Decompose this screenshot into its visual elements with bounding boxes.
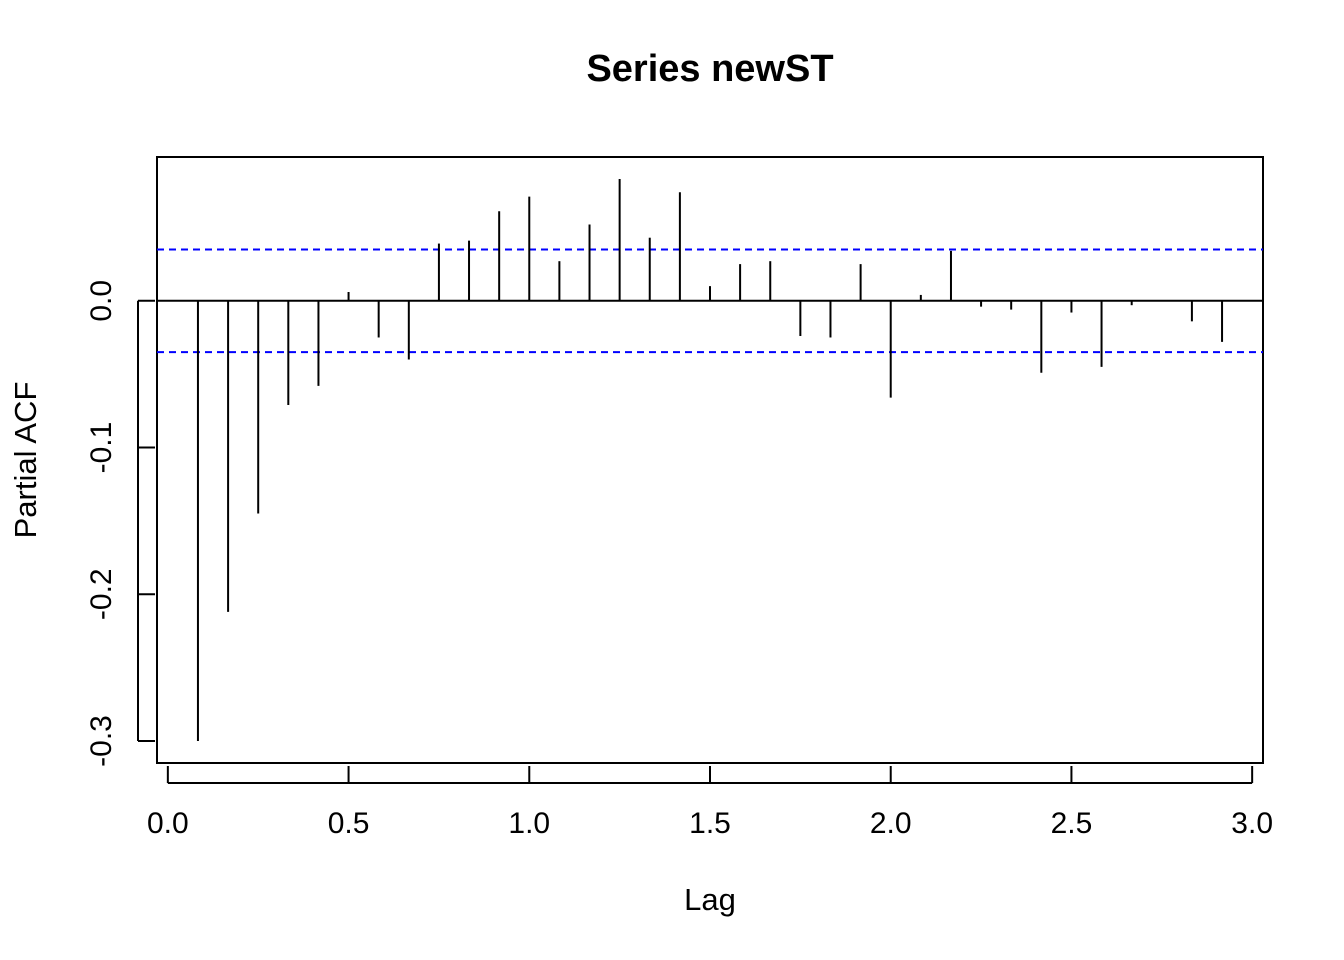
x-tick-label: 3.0 [1231,807,1273,840]
y-axis-title: Partial ACF [8,382,43,539]
confidence-bounds [157,248,1263,354]
x-tick-label: 0.5 [328,807,370,840]
x-axis-title: Lag [684,882,736,917]
x-tick-label: 2.5 [1051,807,1093,840]
y-tick-label: -0.3 [85,715,118,767]
y-tick-label: -0.1 [85,422,118,474]
y-tick-label: -0.2 [85,568,118,620]
pacf-spikes [196,179,1224,741]
x-axis: 0.0 0.5 1.0 1.5 2.0 2.5 3.0 [147,766,1273,840]
plot-frame [156,156,1264,764]
x-tick-label: 0.0 [147,807,189,840]
x-tick-label: 2.0 [870,807,912,840]
x-tick-label: 1.0 [508,807,550,840]
x-tick-label: 1.5 [689,807,731,840]
chart-title: Series newST [586,48,833,90]
y-tick-label: 0.0 [85,280,118,322]
y-axis: -0.3 -0.2 -0.1 0.0 [85,280,155,767]
